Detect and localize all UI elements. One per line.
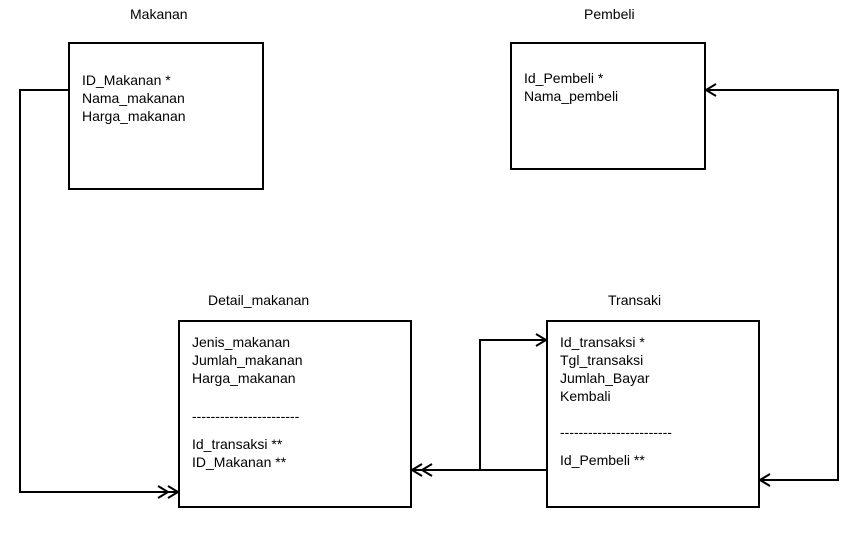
attr: Tgl_transaksi bbox=[560, 352, 746, 368]
attr: Jumlah_makanan bbox=[192, 352, 398, 368]
attr: Harga_makanan bbox=[82, 108, 250, 124]
entity-title-detail: Detail_makanan bbox=[208, 292, 309, 308]
entity-title-pembeli: Pembeli bbox=[584, 6, 635, 22]
attr: Jenis_makanan bbox=[192, 334, 398, 350]
entity-title-transaki: Transaki bbox=[608, 292, 661, 308]
attr: Id_transaksi * bbox=[560, 334, 746, 350]
entity-pembeli: Id_Pembeli * Nama_pembeli bbox=[510, 42, 706, 170]
edge-transaki-to-detail bbox=[412, 334, 546, 476]
divider: ------------------------ bbox=[560, 424, 746, 440]
fk: Id_transaksi ** bbox=[192, 436, 398, 452]
attr: Kembali bbox=[560, 388, 746, 404]
fk: ID_Makanan ** bbox=[192, 454, 398, 470]
divider: ----------------------- bbox=[192, 408, 398, 424]
attr: Nama_pembeli bbox=[524, 88, 692, 104]
fk: Id_Pembeli ** bbox=[560, 452, 746, 468]
attr: Nama_makanan bbox=[82, 90, 250, 106]
entity-makanan: ID_Makanan * Nama_makanan Harga_makanan bbox=[68, 42, 264, 190]
attr: Harga_makanan bbox=[192, 370, 398, 386]
attr: Jumlah_Bayar bbox=[560, 370, 746, 386]
attr: ID_Makanan * bbox=[82, 72, 250, 88]
entity-title-makanan: Makanan bbox=[130, 6, 188, 22]
entity-transaki: Id_transaksi * Tgl_transaksi Jumlah_Baya… bbox=[546, 320, 760, 508]
entity-detail-makanan: Jenis_makanan Jumlah_makanan Harga_makan… bbox=[178, 320, 412, 508]
attr: Id_Pembeli * bbox=[524, 70, 692, 86]
